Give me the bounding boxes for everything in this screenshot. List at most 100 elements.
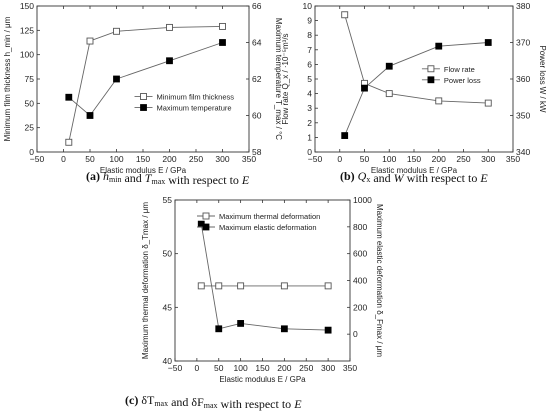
y-tick-label: 45 (163, 302, 173, 312)
x-tick-label: 300 (321, 363, 335, 373)
x-tick-label: 300 (481, 154, 495, 164)
x-tick-label: 0 (337, 154, 342, 164)
x-tick-label: −50 (168, 363, 183, 373)
data-point (65, 138, 73, 146)
legend-label: Minimum film thickness (157, 93, 235, 102)
y2-tick-label: 66 (252, 1, 262, 11)
x-axis-title: Elastic modulus E / GPa (100, 166, 187, 175)
chart-panel-b: −50 0 50 100 150 200 250 300 3500123456789103403… (281, 1, 547, 175)
data-point (197, 282, 205, 290)
data-point (219, 39, 226, 46)
y2-tick-label: 370 (516, 38, 530, 48)
x-tick-label: 250 (299, 363, 313, 373)
data-point (341, 11, 349, 19)
y-tick-label: 0 (29, 147, 34, 157)
y-tick-label: 2 (307, 118, 312, 128)
plot-frame (314, 5, 514, 153)
y-tick-label: 1 (307, 132, 312, 142)
x-tick-label: 150 (136, 154, 150, 164)
y-tick-label: 50 (25, 98, 35, 108)
legend-marker (140, 104, 147, 111)
data-point (435, 42, 443, 50)
y-tick-label: 50 (163, 249, 173, 259)
x-tick-label: 200 (277, 363, 291, 373)
y-tick-label: 40 (163, 356, 173, 366)
data-point (65, 93, 73, 101)
data-point (237, 282, 245, 290)
chart-panel-a: −50 0 50 100 150 200 250 300 3500255075100125150… (3, 1, 283, 175)
data-point (113, 27, 120, 35)
y-axis-title: Maximum thermal deformation δ_Tmax / μm (141, 202, 150, 359)
x-tick-label: 350 (242, 154, 256, 164)
y2-axis-title: Maximum temperature T_max / °C (274, 18, 283, 140)
data-point (280, 282, 288, 290)
x-tick-label: 100 (109, 154, 123, 164)
data-point (166, 23, 173, 31)
y2-tick-label: 58 (252, 147, 262, 157)
y2-tick-label: 340 (516, 147, 530, 157)
x-tick-label: 150 (407, 154, 421, 164)
legend-marker (140, 93, 147, 100)
data-point (86, 112, 94, 119)
y-tick-label: 5 (307, 74, 312, 84)
legend-marker (202, 212, 210, 220)
y2-tick-label: 1000 (353, 195, 372, 205)
y-tick-label: 0 (307, 147, 312, 157)
x-tick-label: 350 (343, 363, 357, 373)
y-tick-label: 10 (303, 1, 313, 11)
x-axis-title: Elastic modulus E / GPa (371, 166, 458, 175)
data-point (113, 75, 120, 83)
series-line-2 (200, 224, 329, 331)
data-point (324, 326, 332, 334)
x-tick-label: 0 (195, 363, 200, 373)
y-tick-label: 125 (20, 25, 34, 35)
y2-tick-label: 200 (353, 302, 367, 312)
y-tick-label: 6 (307, 59, 312, 69)
x-tick-label: 150 (255, 363, 269, 373)
x-tick-label: 50 (85, 154, 95, 164)
data-point (385, 90, 393, 98)
y-tick-label: 9 (307, 16, 312, 26)
x-tick-label: 100 (234, 363, 248, 373)
y-tick-label: 150 (20, 1, 34, 11)
data-point (484, 39, 492, 46)
y2-tick-label: 0 (353, 329, 358, 339)
legend-label: Power loss (444, 76, 481, 85)
x-tick-label: 100 (382, 154, 396, 164)
data-point (385, 62, 393, 70)
legend-label: Maximum temperature (157, 104, 232, 113)
data-point (237, 320, 245, 327)
y2-tick-label: 62 (252, 74, 262, 84)
x-axis-title: Elastic modulus E / GPa (219, 375, 306, 384)
data-point (166, 57, 173, 65)
y-axis-title: Flow rate Q_x / ·10⁻⁵m³/s (281, 33, 290, 124)
y-tick-label: 8 (307, 30, 312, 40)
y-tick-label: 75 (25, 74, 35, 84)
figure-caption: (a) hmin and Tmax with respect to E (86, 169, 250, 187)
y2-tick-label: 380 (516, 1, 530, 11)
x-tick-label: 200 (432, 154, 446, 164)
data-point (324, 282, 332, 290)
data-point (86, 37, 94, 45)
y-tick-label: 3 (307, 103, 312, 113)
x-tick-label: 300 (215, 154, 229, 164)
legend-marker (427, 65, 435, 73)
y-axis-title: Minimum film thickness h_min / μm (3, 16, 12, 141)
y2-axis-title: Power loss W / kW (538, 45, 547, 113)
x-tick-label: 350 (506, 154, 520, 164)
chart-panel-c: −50 0 50 100 150 200 250 300 350 40 45 50 55 0 200 400 6… (141, 195, 384, 384)
x-tick-label: −50 (30, 154, 45, 164)
x-tick-label: 250 (189, 154, 203, 164)
y-tick-label: 7 (307, 45, 312, 55)
y2-tick-label: 64 (252, 38, 262, 48)
y-tick-label: 4 (307, 89, 312, 99)
x-tick-label: 50 (360, 154, 370, 164)
x-tick-label: 200 (162, 154, 176, 164)
y2-tick-label: 600 (353, 249, 367, 259)
y2-tick-label: 350 (516, 111, 530, 121)
legend-label: Maximum elastic deformation (219, 223, 317, 232)
x-tick-label: −50 (308, 154, 323, 164)
x-tick-label: 50 (214, 363, 224, 373)
y2-tick-label: 360 (516, 74, 530, 84)
